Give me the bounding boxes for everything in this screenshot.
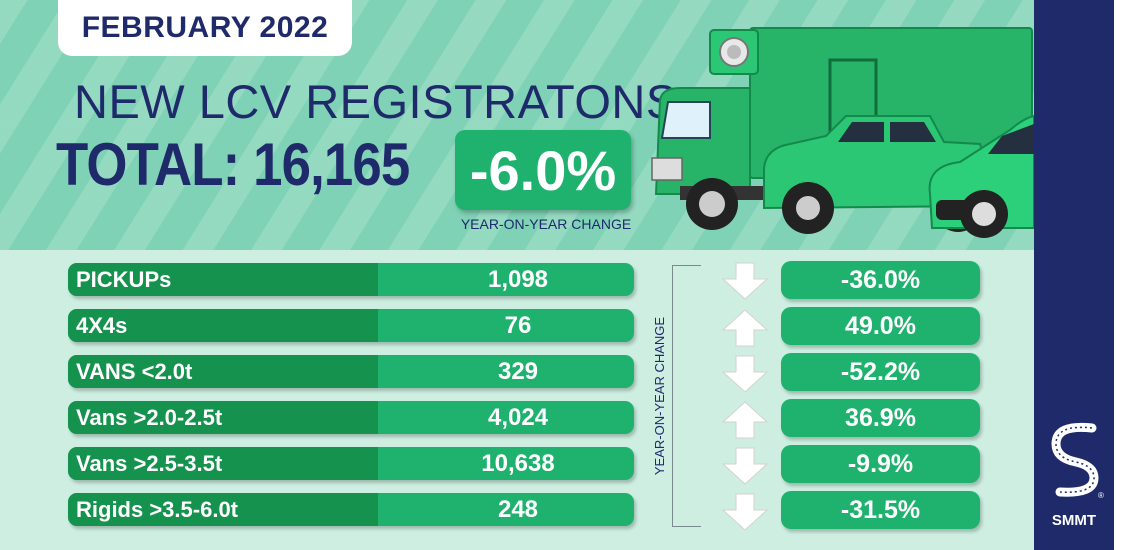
category-label: VANS <2.0t xyxy=(76,359,193,384)
date-label: FEBRUARY 2022 xyxy=(58,0,352,56)
category-value: 4,024 xyxy=(487,404,549,431)
page-title: NEW LCV REGISTRATONS xyxy=(74,75,678,128)
yoy-change-value: -36.0% xyxy=(781,261,980,299)
yoy-change-value: 36.9% xyxy=(781,399,980,437)
category-label-box: 4X4s xyxy=(68,309,378,342)
vehicles-illustration xyxy=(651,27,1034,238)
category-label: Vans >2.0-2.5t xyxy=(76,405,223,430)
yoy-change-caption: YEAR-ON-YEAR CHANGE xyxy=(460,216,632,232)
yoy-change-value: -9.9% xyxy=(781,445,980,483)
category-label: 4X4s xyxy=(76,313,128,338)
arrow-down-icon xyxy=(721,262,769,300)
category-label-box: Vans >2.0-2.5t xyxy=(68,401,378,434)
category-label-box: VANS <2.0t xyxy=(68,355,378,388)
category-row: 4X4s 76 xyxy=(68,309,634,342)
registered-mark: ® xyxy=(1098,491,1104,500)
yoy-change-badge: -6.0% xyxy=(455,130,631,210)
category-value: 248 xyxy=(497,496,539,523)
category-label: Vans >2.5-3.5t xyxy=(76,451,223,476)
brand-name: SMMT xyxy=(1051,512,1097,529)
category-row: Vans >2.5-3.5t 10,638 xyxy=(68,447,634,480)
arrow-down-icon xyxy=(721,493,769,531)
category-value: 1,098 xyxy=(487,266,549,293)
category-value: 76 xyxy=(504,312,532,339)
yoy-side-label: YEAR-ON-YEAR CHANGE xyxy=(652,286,672,506)
category-row: Rigids >3.5-6.0t 248 xyxy=(68,493,634,526)
category-value: 329 xyxy=(497,358,539,385)
arrow-down-icon xyxy=(721,355,769,393)
arrow-down-icon xyxy=(721,447,769,485)
yoy-bracket xyxy=(672,265,703,527)
arrow-up-icon xyxy=(721,401,769,439)
yoy-change-value: -52.2% xyxy=(781,353,980,391)
category-label-box: Vans >2.5-3.5t xyxy=(68,447,378,480)
category-label-box: PICKUPs xyxy=(68,263,378,296)
yoy-change-value: 49.0% xyxy=(781,307,980,345)
category-value: 10,638 xyxy=(481,450,555,477)
category-row: Vans >2.0-2.5t 4,024 xyxy=(68,401,634,434)
category-row: VANS <2.0t 329 xyxy=(68,355,634,388)
category-label-box: Rigids >3.5-6.0t xyxy=(68,493,378,526)
category-label: PICKUPs xyxy=(76,267,172,292)
arrow-up-icon xyxy=(721,309,769,347)
smmt-logo-icon: ® xyxy=(1051,422,1104,500)
yoy-change-value: -31.5% xyxy=(781,491,980,529)
total-registrations: TOTAL: 16,165 xyxy=(56,131,410,198)
category-row: PICKUPs 1,098 xyxy=(68,263,634,296)
infographic: FEBRUARY 2022 NEW LCV REGISTRATONS TOTAL… xyxy=(0,0,1114,550)
van-illustration xyxy=(928,114,1034,238)
category-label: Rigids >3.5-6.0t xyxy=(76,497,239,522)
